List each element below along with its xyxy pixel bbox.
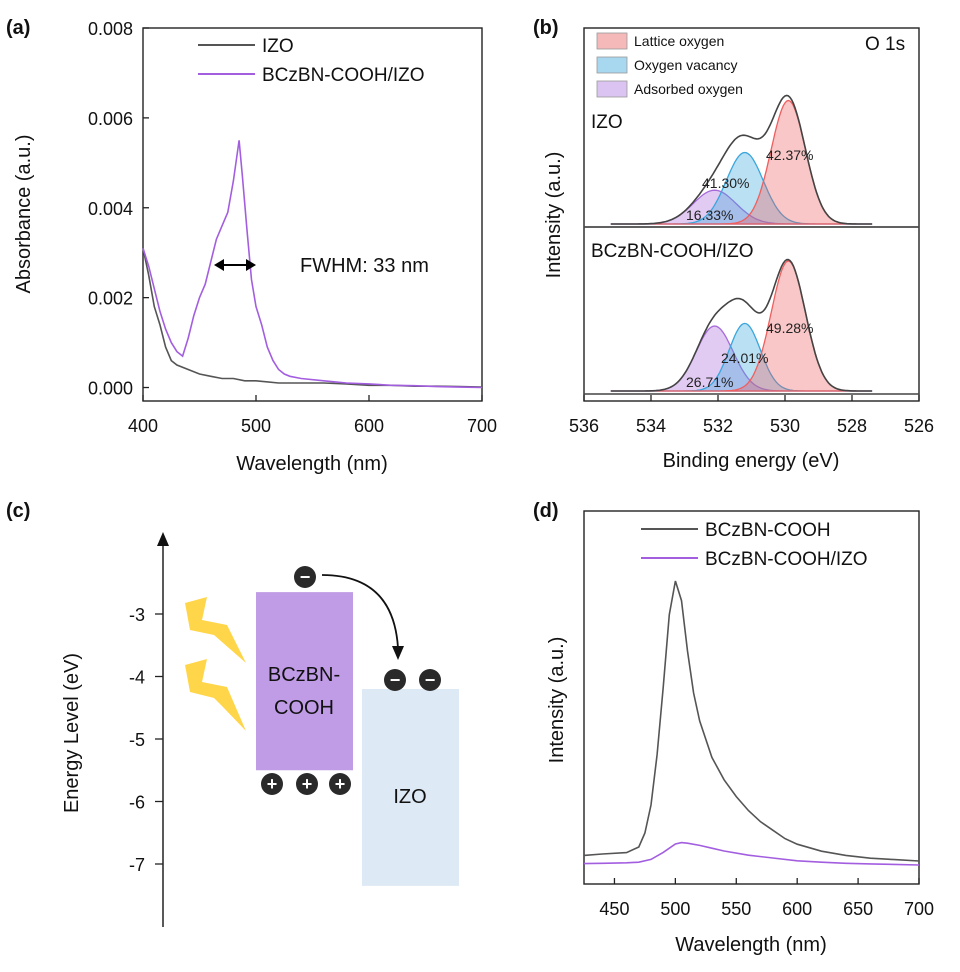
- y-tick-label: 0.006: [88, 109, 133, 129]
- panel-d: (d) 450 500 550 600 650 700 Wavelength (nm) I…: [533, 500, 934, 956]
- panel-b: (b) 536 534 532 530 528 526 Binding energy (e…: [533, 17, 934, 472]
- x-tick-label: 650: [843, 899, 873, 919]
- envelope-line: [610, 94, 873, 225]
- electron: [384, 669, 406, 691]
- y-axis-label-d: Intensity (a.u.): [546, 637, 568, 764]
- legend-swatch-adsorbed-oxygen: [596, 80, 628, 98]
- series-line-bczbn-cooh-izo: [583, 841, 920, 866]
- electron-transfer-arrow: [321, 574, 399, 649]
- legend-label-bczbn-cooh-izo: BCzBN-COOH/IZO: [262, 65, 425, 86]
- x-tick-label: 532: [703, 416, 733, 436]
- y-tick-label: 0.008: [88, 19, 133, 39]
- hole-symbol: +: [267, 774, 278, 794]
- x-axis-label-b: Binding energy (eV): [663, 450, 840, 472]
- percent-izo-vacancy: 41.30%: [702, 175, 749, 191]
- x-axis-label-a: Wavelength (nm): [236, 453, 388, 475]
- plot-frame-d: [583, 510, 920, 885]
- legend-label-lattice-oxygen: Lattice oxygen: [634, 33, 724, 49]
- y-tick-label: 0.004: [88, 199, 133, 219]
- x-tick-label: 700: [467, 416, 497, 436]
- panel-c: (c) -3-4-5-6-7 Energy Level (eV) BCzBN- …: [6, 500, 459, 927]
- series-line-bczbn-cooh-izo: [142, 140, 483, 389]
- hole: [296, 773, 318, 795]
- panel-label-a: (a): [6, 17, 30, 39]
- x-tick-label: 528: [837, 416, 867, 436]
- legend-label-bczbn-cooh: BCzBN-COOH: [705, 520, 831, 541]
- y-tick-label: -6: [129, 793, 145, 813]
- y-tick-label: 0.002: [88, 289, 133, 309]
- y-tick-label: 0.000: [88, 379, 133, 399]
- y-axis-label-b: Intensity (a.u.): [543, 152, 565, 279]
- series-line-bczbn-cooh: [583, 580, 920, 862]
- percent-izo-lattice: 42.37%: [766, 147, 813, 163]
- x-tick-label: 700: [904, 899, 934, 919]
- x-axis-label-d: Wavelength (nm): [675, 934, 827, 956]
- x-tick-label: 450: [599, 899, 629, 919]
- envelope-line: [610, 258, 873, 392]
- x-tick-label: 500: [660, 899, 690, 919]
- sample-label-bczbn-cooh-izo: BCzBN-COOH/IZO: [591, 241, 754, 262]
- energy-axis-arrow-icon: [157, 532, 169, 546]
- panel-label-b: (b): [533, 17, 559, 39]
- percent-bczbn-lattice: 49.28%: [766, 320, 813, 336]
- x-tick-label: 600: [782, 899, 812, 919]
- electron-symbol: −: [390, 670, 401, 690]
- legend-swatch-oxygen-vacancy: [596, 56, 628, 74]
- plot-frame-a: [142, 27, 483, 402]
- electron: [294, 566, 316, 588]
- y-tick-label: -5: [129, 730, 145, 750]
- band-izo: [362, 689, 459, 886]
- x-tick-label: 500: [241, 416, 271, 436]
- lightning-icon: [185, 597, 246, 663]
- panel-label-d: (d): [533, 500, 559, 522]
- hole-symbol: +: [302, 774, 313, 794]
- legend-swatch-lattice-oxygen: [596, 32, 628, 50]
- panel-a: (a) 400 500 600 700 0.000 0.002 0.004 0.006 0.00…: [6, 17, 497, 475]
- band-label-bczbn-line2: COOH: [274, 697, 334, 719]
- band-label-bczbn-line1: BCzBN-: [268, 664, 340, 686]
- plot-frame-b: [583, 27, 920, 402]
- electron-symbol: −: [300, 567, 311, 587]
- o1s-label: O 1s: [865, 34, 905, 55]
- lightning-icon: [185, 659, 246, 731]
- band-label-izo: IZO: [393, 786, 426, 808]
- percent-bczbn-adsorbed: 26.71%: [686, 374, 733, 390]
- y-axis-label-c: Energy Level (eV): [61, 653, 83, 813]
- x-tick-label: 600: [354, 416, 384, 436]
- percent-izo-adsorbed: 16.33%: [686, 207, 733, 223]
- legend-label-bczbn-cooh-izo-d: BCzBN-COOH/IZO: [705, 549, 868, 570]
- panel-label-c: (c): [6, 500, 30, 522]
- band-bczbn-cooh: [256, 592, 353, 771]
- fwhm-annotation: FWHM: 33 nm: [300, 255, 429, 277]
- legend-label-oxygen-vacancy: Oxygen vacancy: [634, 57, 738, 73]
- x-tick-label: 536: [569, 416, 599, 436]
- x-tick-label: 534: [636, 416, 666, 436]
- fwhm-arrow: [214, 259, 256, 271]
- x-tick-label: 550: [721, 899, 751, 919]
- y-tick-label: -7: [129, 855, 145, 875]
- electron: [419, 669, 441, 691]
- x-tick-label: 530: [770, 416, 800, 436]
- hole-symbol: +: [335, 774, 346, 794]
- hole: [329, 773, 351, 795]
- x-tick-label: 400: [128, 416, 158, 436]
- hole: [261, 773, 283, 795]
- sample-label-izo: IZO: [591, 112, 623, 133]
- x-tick-label: 526: [904, 416, 934, 436]
- y-tick-label: -4: [129, 668, 145, 688]
- percent-bczbn-vacancy: 24.01%: [721, 350, 768, 366]
- legend-label-izo: IZO: [262, 36, 294, 57]
- y-axis-label-a: Absorbance (a.u.): [13, 135, 35, 294]
- arrowhead-icon: [392, 646, 404, 660]
- electron-symbol: −: [425, 670, 436, 690]
- legend-label-adsorbed-oxygen: Adsorbed oxygen: [634, 81, 743, 97]
- y-tick-label: -3: [129, 605, 145, 625]
